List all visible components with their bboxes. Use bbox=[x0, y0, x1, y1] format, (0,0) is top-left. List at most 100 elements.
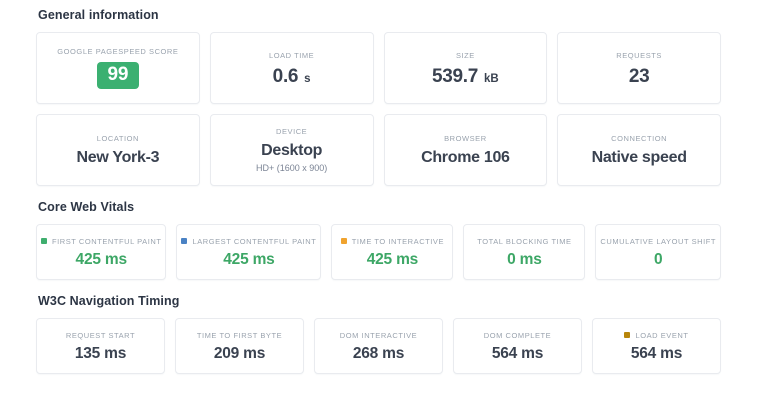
metric-card-requests[interactable]: REQUESTS 23 bbox=[557, 32, 721, 104]
metric-value-number: New York-3 bbox=[76, 149, 160, 166]
metric-value-number: 0.6 bbox=[272, 65, 299, 87]
metric-value-number: 425 ms bbox=[366, 250, 419, 268]
metric-label-row: TIME TO INTERACTIVE bbox=[340, 236, 445, 246]
metric-value: Chrome 106 bbox=[421, 150, 510, 166]
metric-value: 425 ms bbox=[366, 250, 419, 268]
metric-value: 23 bbox=[629, 67, 650, 86]
metric-label-row: BROWSER bbox=[444, 134, 487, 143]
metric-label: FIRST CONTENTFUL PAINT bbox=[52, 236, 162, 246]
metric-value: 564 ms bbox=[630, 344, 683, 362]
metric-label: REQUESTS bbox=[616, 50, 662, 60]
metric-value-number: Native speed bbox=[591, 149, 687, 166]
legend-swatch-icon bbox=[340, 238, 347, 245]
metric-value-number: 135 ms bbox=[74, 344, 127, 362]
report-page: General information GOOGLE PAGESPEED SCOR… bbox=[36, 8, 722, 374]
metric-value-number: 425 ms bbox=[223, 250, 275, 268]
metric-label-row: DOM COMPLETE bbox=[484, 331, 551, 340]
metric-label-row: CONNECTION bbox=[611, 134, 667, 143]
metric-card-connection[interactable]: CONNECTION Native speed bbox=[557, 114, 721, 186]
metric-label-row: LOAD TIME bbox=[269, 51, 314, 60]
metric-label: LOAD EVENT bbox=[635, 330, 689, 340]
legend-swatch-icon bbox=[181, 238, 188, 245]
metric-value-number: 209 ms bbox=[213, 344, 266, 362]
metric-value-number: 539.7 bbox=[432, 65, 479, 87]
metric-card-time-to-first-byte[interactable]: TIME TO FIRST BYTE 209 ms bbox=[175, 318, 304, 374]
metric-label: DOM COMPLETE bbox=[483, 330, 552, 340]
metric-value: 209 ms bbox=[213, 344, 266, 362]
section-core-web-vitals: Core Web Vitals FIRST CONTENTFUL PAINT 425… bbox=[36, 200, 722, 280]
metric-label: DOM INTERACTIVE bbox=[339, 330, 418, 340]
metric-value-number: 0 ms bbox=[507, 250, 542, 268]
metric-card-google-pagespeed-score[interactable]: GOOGLE PAGESPEED SCORE 99 bbox=[36, 32, 200, 104]
metric-value: 268 ms bbox=[352, 344, 405, 362]
metric-value: 425 ms bbox=[223, 250, 275, 268]
legend-swatch-icon bbox=[41, 238, 47, 245]
metric-label-row: CUMULATIVE LAYOUT SHIFT bbox=[600, 237, 716, 246]
metric-value-number: 268 ms bbox=[352, 344, 405, 362]
metric-card-location[interactable]: LOCATION New York-3 bbox=[36, 114, 200, 186]
metric-value: New York-3 bbox=[77, 150, 160, 166]
metric-label-row: FIRST CONTENTFUL PAINT bbox=[41, 237, 161, 246]
metric-card-dom-interactive[interactable]: DOM INTERACTIVE 268 ms bbox=[314, 318, 443, 374]
metric-label: TIME TO INTERACTIVE bbox=[351, 236, 445, 246]
metric-label: CONNECTION bbox=[611, 134, 668, 143]
metric-value-unit: s bbox=[304, 72, 311, 85]
section-w3c-navigation-timing: W3C Navigation Timing REQUEST START 135 ms… bbox=[36, 294, 721, 374]
metric-value-number: 564 ms bbox=[630, 344, 683, 362]
metric-card-largest-contentful-paint[interactable]: LARGEST CONTENTFUL PAINT 425 ms bbox=[176, 224, 322, 280]
metric-label-row: LOAD EVENT bbox=[624, 331, 688, 340]
metric-card-size[interactable]: SIZE 539.7 kB bbox=[383, 32, 548, 104]
metric-value-number: 425 ms bbox=[75, 250, 128, 268]
metric-value-number: 0 bbox=[654, 250, 663, 268]
metric-label: LOAD TIME bbox=[269, 50, 315, 60]
card-row: FIRST CONTENTFUL PAINT 425 ms LARGEST CONT… bbox=[36, 224, 722, 280]
metric-value: 0 ms bbox=[507, 252, 542, 268]
metric-value: Native speed bbox=[592, 150, 687, 166]
metric-label: CUMULATIVE LAYOUT SHIFT bbox=[600, 236, 717, 246]
metric-card-device[interactable]: DEVICE Desktop HD+ (1600 x 900) bbox=[209, 114, 374, 186]
metric-label-row: TOTAL BLOCKING TIME bbox=[477, 237, 571, 246]
section-heading: Core Web Vitals bbox=[38, 200, 135, 214]
metric-card-first-contentful-paint[interactable]: FIRST CONTENTFUL PAINT 425 ms bbox=[36, 224, 167, 280]
metric-label: LOCATION bbox=[96, 134, 139, 143]
metric-value: 539.7 kB bbox=[432, 67, 499, 86]
metric-value: 0 bbox=[654, 250, 663, 268]
section-general-information: General information GOOGLE PAGESPEED SCOR… bbox=[36, 8, 721, 186]
metric-label-row: DEVICE bbox=[276, 127, 307, 136]
metric-value-number: Desktop bbox=[261, 142, 323, 159]
metric-card-cumulative-layout-shift[interactable]: CUMULATIVE LAYOUT SHIFT 0 bbox=[595, 224, 722, 280]
card-row: GOOGLE PAGESPEED SCORE 99 LOAD TIME 0.6 s SI… bbox=[36, 32, 721, 104]
metric-label-row: LARGEST CONTENTFUL PAINT bbox=[181, 237, 316, 246]
metric-value: 564 ms bbox=[492, 346, 544, 362]
metric-card-load-event[interactable]: LOAD EVENT 564 ms bbox=[592, 318, 721, 374]
metric-label: GOOGLE PAGESPEED SCORE bbox=[57, 47, 179, 56]
metric-label: DEVICE bbox=[276, 127, 308, 136]
section-heading: General information bbox=[38, 8, 159, 22]
metric-value: 0.6 s bbox=[273, 67, 311, 86]
metric-label: TOTAL BLOCKING TIME bbox=[477, 236, 572, 246]
metric-label-row: REQUESTS bbox=[616, 51, 662, 60]
metric-card-browser[interactable]: BROWSER Chrome 106 bbox=[383, 114, 548, 186]
metric-label-row: TIME TO FIRST BYTE bbox=[197, 331, 282, 340]
metric-value: 425 ms bbox=[75, 250, 128, 268]
metric-label: REQUEST START bbox=[65, 330, 136, 340]
metric-label: SIZE bbox=[455, 50, 475, 60]
legend-swatch-icon bbox=[624, 332, 631, 339]
metric-card-dom-complete[interactable]: DOM COMPLETE 564 ms bbox=[453, 318, 582, 374]
section-heading: W3C Navigation Timing bbox=[38, 294, 180, 308]
metric-label-row: GOOGLE PAGESPEED SCORE bbox=[57, 47, 178, 56]
pagespeed-score-badge: 99 bbox=[96, 62, 140, 89]
metric-card-request-start[interactable]: REQUEST START 135 ms bbox=[36, 318, 165, 374]
metric-card-total-blocking-time[interactable]: TOTAL BLOCKING TIME 0 ms bbox=[463, 224, 586, 280]
metric-value-unit: kB bbox=[484, 72, 499, 85]
card-row: REQUEST START 135 ms TIME TO FIRST BYTE 209… bbox=[36, 318, 721, 374]
metric-value: Desktop bbox=[261, 143, 322, 159]
metric-label: TIME TO FIRST BYTE bbox=[196, 330, 283, 340]
metric-value: 135 ms bbox=[74, 344, 127, 362]
metric-label-row: DOM INTERACTIVE bbox=[340, 331, 417, 340]
metric-label-row: LOCATION bbox=[97, 134, 139, 143]
metric-label: LARGEST CONTENTFUL PAINT bbox=[192, 236, 317, 246]
metric-card-time-to-interactive[interactable]: TIME TO INTERACTIVE 425 ms bbox=[331, 224, 454, 280]
metric-label-row: REQUEST START bbox=[66, 331, 135, 340]
metric-card-load-time[interactable]: LOAD TIME 0.6 s bbox=[209, 32, 374, 104]
